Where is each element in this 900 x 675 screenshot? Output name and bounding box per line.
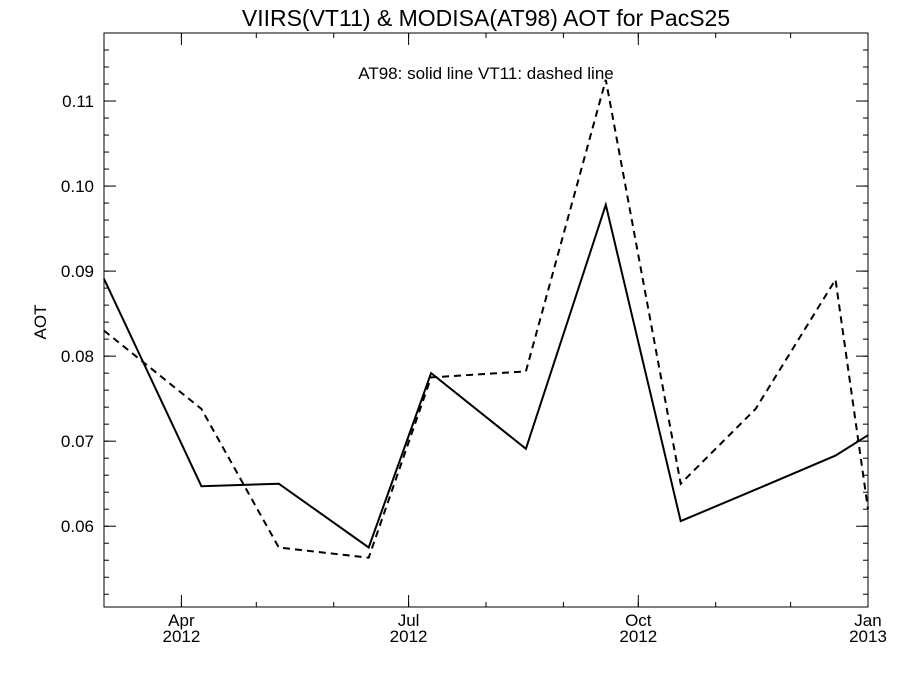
y-tick-label: 0.11 bbox=[62, 92, 94, 111]
y-axis-label: AOT bbox=[31, 305, 50, 340]
y-tick-label: 0.06 bbox=[61, 517, 94, 536]
series-line-vt11 bbox=[103, 79, 869, 559]
y-tick-label: 0.08 bbox=[61, 347, 94, 366]
y-tick-label: 0.09 bbox=[61, 262, 94, 281]
x-tick-year-label: 2012 bbox=[619, 627, 657, 646]
x-tick-year-label: 2012 bbox=[390, 627, 428, 646]
y-tick-label: 0.10 bbox=[61, 177, 94, 196]
x-tick-month-label: Jan bbox=[854, 611, 881, 630]
x-tick-month-label: Apr bbox=[168, 611, 195, 630]
y-tick-label: 0.07 bbox=[61, 432, 94, 451]
series-layer bbox=[103, 79, 869, 559]
axes: 0.060.070.080.090.100.11Apr2012Jul2012Oc… bbox=[61, 32, 887, 646]
x-tick-month-label: Jul bbox=[398, 611, 420, 630]
x-tick-year-label: 2012 bbox=[162, 627, 200, 646]
x-tick-month-label: Oct bbox=[625, 611, 652, 630]
chart-title: VIIRS(VT11) & MODISA(AT98) AOT for PacS2… bbox=[242, 5, 730, 31]
plot-frame bbox=[103, 32, 869, 608]
series-line-at98 bbox=[103, 201, 869, 550]
series-annotation: AT98: solid line VT11: dashed line bbox=[358, 64, 613, 83]
x-tick-year-label: 2013 bbox=[849, 627, 887, 646]
